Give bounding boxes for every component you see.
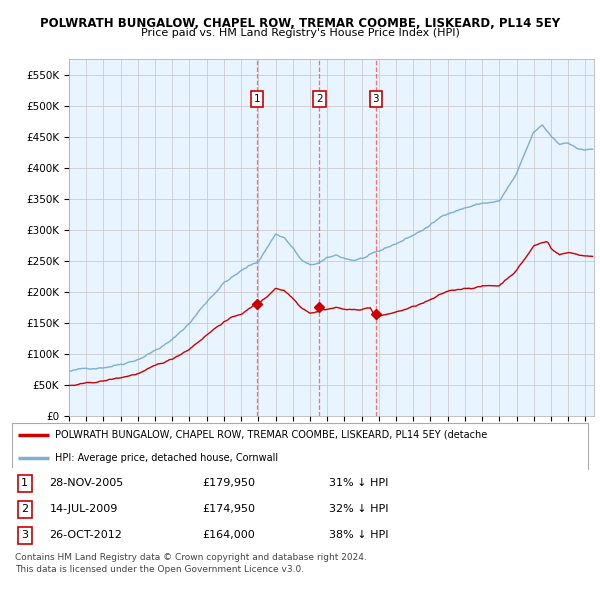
Text: 3: 3 <box>21 530 28 540</box>
Text: 26-OCT-2012: 26-OCT-2012 <box>49 530 122 540</box>
Text: £164,000: £164,000 <box>202 530 255 540</box>
Text: 38% ↓ HPI: 38% ↓ HPI <box>329 530 388 540</box>
Text: Contains HM Land Registry data © Crown copyright and database right 2024.: Contains HM Land Registry data © Crown c… <box>15 553 367 562</box>
Text: 1: 1 <box>21 478 28 488</box>
Text: 2: 2 <box>21 504 28 514</box>
Text: £179,950: £179,950 <box>202 478 255 488</box>
Text: 14-JUL-2009: 14-JUL-2009 <box>49 504 118 514</box>
Text: Price paid vs. HM Land Registry's House Price Index (HPI): Price paid vs. HM Land Registry's House … <box>140 28 460 38</box>
Text: 2: 2 <box>316 94 323 104</box>
Text: POLWRATH BUNGALOW, CHAPEL ROW, TREMAR COOMBE, LISKEARD, PL14 5EY: POLWRATH BUNGALOW, CHAPEL ROW, TREMAR CO… <box>40 17 560 30</box>
Text: POLWRATH BUNGALOW, CHAPEL ROW, TREMAR COOMBE, LISKEARD, PL14 5EY (detache: POLWRATH BUNGALOW, CHAPEL ROW, TREMAR CO… <box>55 430 487 440</box>
Text: HPI: Average price, detached house, Cornwall: HPI: Average price, detached house, Corn… <box>55 453 278 463</box>
Text: 32% ↓ HPI: 32% ↓ HPI <box>329 504 388 514</box>
Text: 3: 3 <box>373 94 379 104</box>
Text: 31% ↓ HPI: 31% ↓ HPI <box>329 478 388 488</box>
Text: This data is licensed under the Open Government Licence v3.0.: This data is licensed under the Open Gov… <box>15 565 304 574</box>
Text: £174,950: £174,950 <box>202 504 255 514</box>
Text: 28-NOV-2005: 28-NOV-2005 <box>49 478 124 488</box>
Text: 1: 1 <box>253 94 260 104</box>
